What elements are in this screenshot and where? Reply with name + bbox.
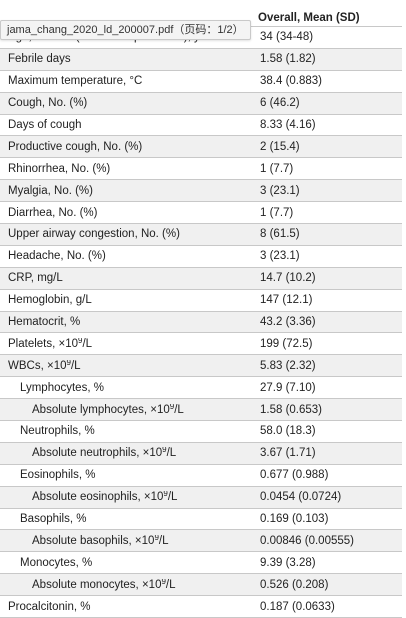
table-row: Platelets, ×109/L 199 (72.5) bbox=[0, 332, 402, 354]
row-label: Upper airway congestion, No. (%) bbox=[8, 228, 180, 241]
row-label: Productive cough, No. (%) bbox=[8, 140, 143, 153]
document-page: Overall, Mean (SD) Age, median (25th–75t… bbox=[0, 12, 402, 618]
table-row: Absolute monocytes, ×109/L 0.526 (0.208) bbox=[0, 573, 402, 596]
table-row: Rhinorrhea, No. (%) 1 (7.7) bbox=[0, 157, 402, 179]
row-value: 3 (23.1) bbox=[260, 250, 300, 263]
row-value: 0.0454 (0.0724) bbox=[260, 491, 342, 504]
row-label: Basophils, % bbox=[20, 513, 87, 526]
table-row: Productive cough, No. (%) 2 (15.4) bbox=[0, 135, 402, 158]
row-value: 3.67 (1.71) bbox=[260, 447, 316, 460]
row-value: 147 (12.1) bbox=[260, 294, 313, 307]
table-row: Hematocrit, % 43.2 (3.36) bbox=[0, 310, 402, 333]
row-value: 6 (46.2) bbox=[260, 97, 300, 110]
row-label: Hematocrit, % bbox=[8, 316, 81, 329]
row-value: 0.00846 (0.00555) bbox=[260, 534, 354, 547]
table-row: Absolute eosinophils, ×109/L 0.0454 (0.07… bbox=[0, 485, 402, 508]
row-value: 27.9 (7.10) bbox=[260, 381, 316, 394]
row-value: 9.39 (3.28) bbox=[260, 556, 316, 569]
row-label: Procalcitonin, % bbox=[8, 600, 91, 613]
row-label: Diarrhea, No. (%) bbox=[8, 206, 98, 219]
data-table: Age, median (25th–75th percentile), y34 … bbox=[0, 26, 402, 617]
row-value: 1 (7.7) bbox=[260, 206, 294, 219]
table-row: Hemoglobin, g/L 147 (12.1) bbox=[0, 288, 402, 311]
table-row: Procalcitonin, % 0.187 (0.0633) bbox=[0, 595, 402, 617]
row-value: 8.33 (4.16) bbox=[260, 119, 316, 131]
row-label: Platelets, ×109/L bbox=[8, 337, 93, 350]
row-value: 0.187 (0.0633) bbox=[260, 600, 335, 613]
table-row: Days of cough 8.33 (4.16) bbox=[0, 113, 402, 136]
row-label: CRP, mg/L bbox=[8, 272, 63, 285]
row-label: Days of cough bbox=[8, 119, 82, 131]
table-row: Cough, No. (%) 6 (46.2) bbox=[0, 91, 402, 114]
row-label: Maximum temperature, °C bbox=[8, 75, 143, 88]
row-label: Absolute eosinophils, ×109/L bbox=[32, 491, 178, 504]
row-label: Neutrophils, % bbox=[20, 425, 95, 438]
row-label: Absolute lymphocytes, ×109/L bbox=[32, 403, 184, 416]
table-row: Absolute lymphocytes, ×109/L 1.58 (0.653) bbox=[0, 398, 402, 421]
row-value: 0.526 (0.208) bbox=[260, 578, 329, 591]
table-row: Maximum temperature, °C 38.4 (0.883) bbox=[0, 69, 402, 92]
row-label: Myalgia, No. (%) bbox=[8, 184, 93, 197]
table-row: Eosinophils, % 0.677 (0.988) bbox=[0, 463, 402, 486]
row-value: 5.83 (2.32) bbox=[260, 359, 316, 372]
row-label: Febrile days bbox=[8, 53, 71, 66]
row-label: Absolute monocytes, ×109/L bbox=[32, 578, 176, 591]
row-label: Rhinorrhea, No. (%) bbox=[8, 162, 111, 175]
table-row: Basophils, % 0.169 (0.103) bbox=[0, 507, 402, 530]
table-row: Monocytes, % 9.39 (3.28) bbox=[0, 551, 402, 573]
column-header: Overall, Mean (SD) bbox=[258, 12, 360, 24]
row-value: 0.169 (0.103) bbox=[260, 513, 329, 526]
row-value: 38.4 (0.883) bbox=[260, 75, 323, 88]
row-label: Hemoglobin, g/L bbox=[8, 294, 92, 307]
table-row: CRP, mg/L 14.7 (10.2) bbox=[0, 266, 402, 289]
table-row: Diarrhea, No. (%) 1 (7.7) bbox=[0, 201, 402, 223]
row-value: 3 (23.1) bbox=[260, 184, 300, 197]
table-row: Lymphocytes, % 27.9 (7.10) bbox=[0, 376, 402, 398]
row-label: Eosinophils, % bbox=[20, 469, 96, 482]
row-label: Cough, No. (%) bbox=[8, 97, 88, 110]
row-value: 0.677 (0.988) bbox=[260, 469, 329, 482]
row-label: WBCs, ×109/L bbox=[8, 359, 81, 372]
table-row: WBCs, ×109/L 5.83 (2.32) bbox=[0, 354, 402, 377]
row-value: 58.0 (18.3) bbox=[260, 425, 316, 438]
table-row: Headache, No. (%) 3 (23.1) bbox=[0, 244, 402, 267]
row-label: Monocytes, % bbox=[20, 556, 93, 569]
row-label: Headache, No. (%) bbox=[8, 250, 106, 263]
row-value: 14.7 (10.2) bbox=[260, 272, 316, 285]
table-row: Absolute basophils, ×109/L 0.00846 (0.005… bbox=[0, 529, 402, 552]
row-label: Absolute neutrophils, ×109/L bbox=[32, 447, 177, 460]
row-value: 2 (15.4) bbox=[260, 140, 300, 153]
table-row: Upper airway congestion, No. (%) 8 (61.5) bbox=[0, 223, 402, 245]
row-label: Lymphocytes, % bbox=[20, 381, 104, 394]
row-value: 1.58 (1.82) bbox=[260, 53, 316, 66]
table-row: Neutrophils, % 58.0 (18.3) bbox=[0, 420, 402, 442]
row-label: Absolute basophils, ×109/L bbox=[32, 534, 169, 547]
row-value: 1.58 (0.653) bbox=[260, 403, 323, 416]
table-row: Myalgia, No. (%) 3 (23.1) bbox=[0, 179, 402, 202]
row-value: 1 (7.7) bbox=[260, 162, 294, 175]
row-value: 199 (72.5) bbox=[260, 337, 313, 350]
row-value: 34 (34-48) bbox=[260, 31, 314, 44]
row-value: 43.2 (3.36) bbox=[260, 316, 316, 329]
pdf-filename-tooltip: jama_chang_2020_ld_200007.pdf（页码：1/2） bbox=[0, 20, 251, 40]
table-row: Febrile days 1.58 (1.82) bbox=[0, 47, 402, 70]
table-row: Absolute neutrophils, ×109/L 3.67 (1.71) bbox=[0, 441, 402, 464]
row-value: 8 (61.5) bbox=[260, 228, 300, 241]
